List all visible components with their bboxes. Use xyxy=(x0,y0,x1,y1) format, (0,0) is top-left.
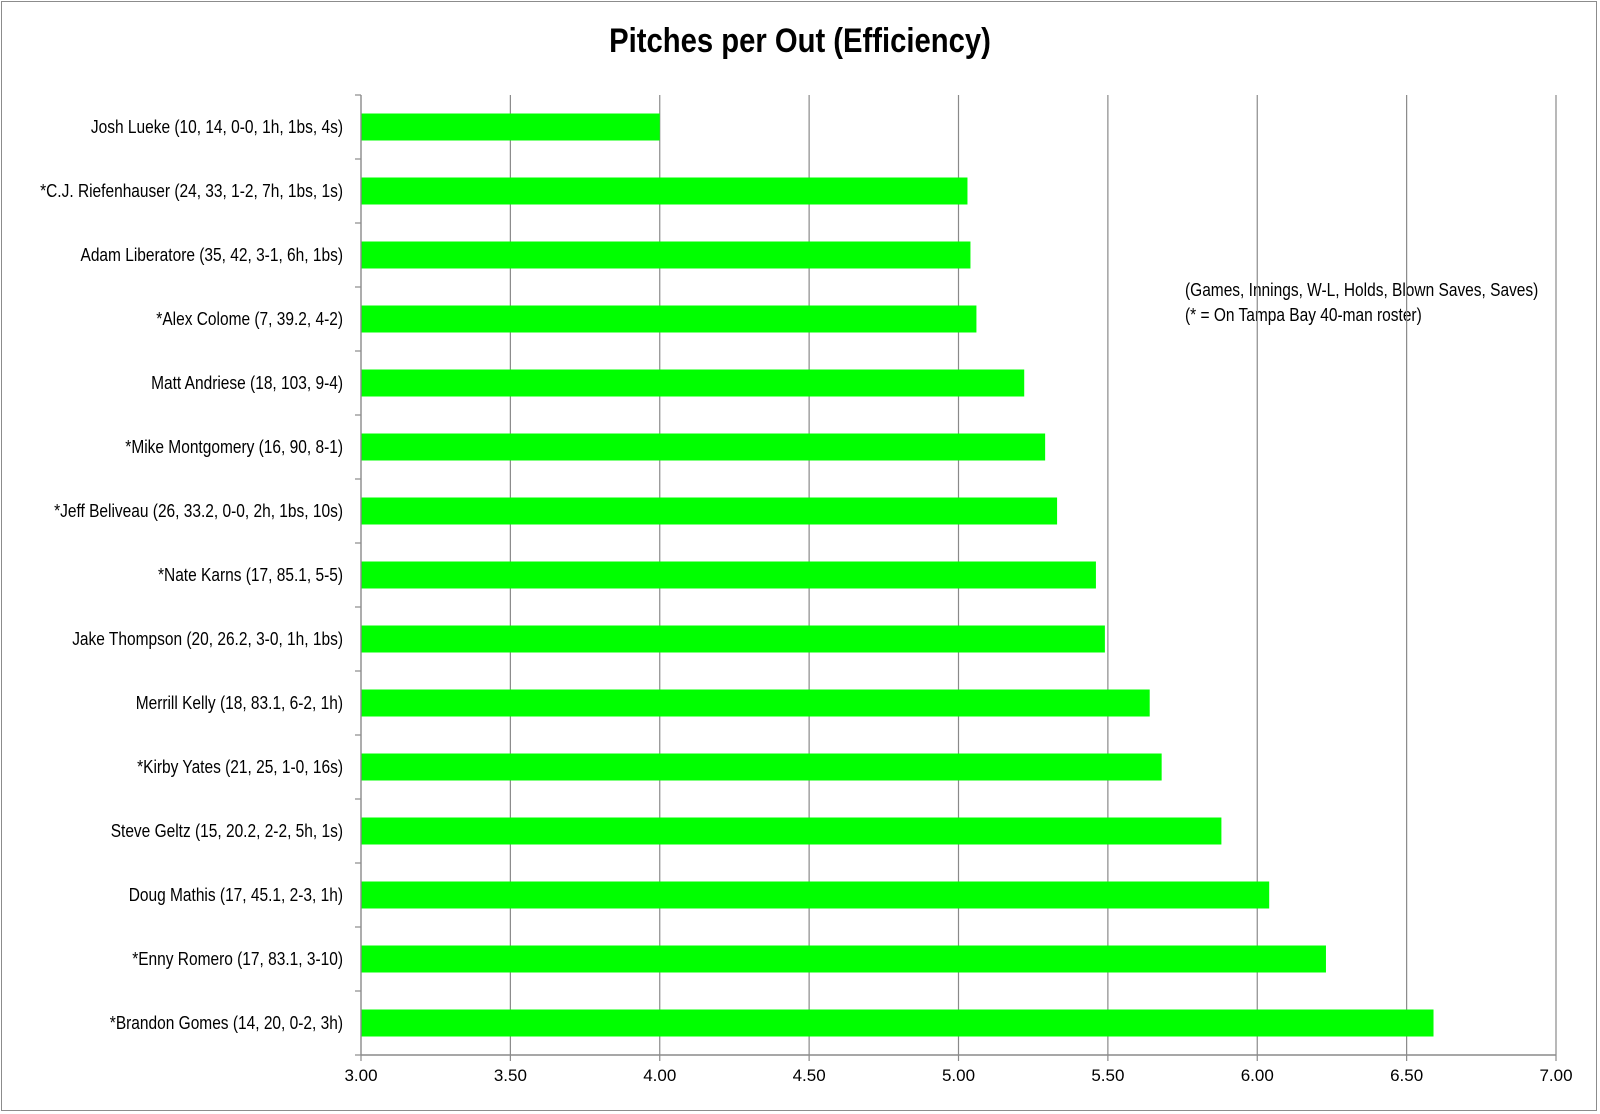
bar xyxy=(361,497,1058,525)
bar xyxy=(361,305,977,333)
y-category-label: Steve Geltz (15, 20.2, 2-2, 5h, 1s) xyxy=(111,821,343,841)
bar xyxy=(361,433,1046,461)
chart-annotation: (Games, Innings, W-L, Holds, Blown Saves… xyxy=(1185,278,1538,328)
y-category-label: *Mike Montgomery (16, 90, 8-1) xyxy=(125,437,343,457)
x-tick-label: 6.50 xyxy=(1390,1066,1423,1085)
bar xyxy=(361,753,1162,781)
bar xyxy=(361,561,1096,589)
y-category-label: *Jeff Beliveau (26, 33.2, 0-0, 2h, 1bs, … xyxy=(54,501,343,521)
y-category-label: Jake Thompson (20, 26.2, 3-0, 1h, 1bs) xyxy=(72,629,343,649)
bar xyxy=(361,177,968,205)
y-category-label: Josh Lueke (10, 14, 0-0, 1h, 1bs, 4s) xyxy=(91,117,343,137)
y-category-label: *C.J. Riefenhauser (24, 33, 1-2, 7h, 1bs… xyxy=(40,181,343,201)
x-tick-label: 4.00 xyxy=(643,1066,676,1085)
axes xyxy=(355,94,1557,1061)
bar xyxy=(361,689,1150,717)
y-category-label: *Brandon Gomes (14, 20, 0-2, 3h) xyxy=(110,1013,343,1033)
y-category-label: Matt Andriese (18, 103, 9-4) xyxy=(151,373,343,393)
y-category-label: *Enny Romero (17, 83.1, 3-10) xyxy=(132,949,343,969)
annotation-legend-key: (Games, Innings, W-L, Holds, Blown Saves… xyxy=(1185,280,1539,300)
annotation-roster-note: (* = On Tampa Bay 40-man roster) xyxy=(1185,305,1422,325)
bars xyxy=(361,113,1434,1037)
x-tick-label: 5.50 xyxy=(1091,1066,1124,1085)
bar xyxy=(361,625,1105,653)
y-category-label: *Nate Karns (17, 85.1, 5-5) xyxy=(158,565,343,585)
x-tick-label: 6.00 xyxy=(1241,1066,1274,1085)
y-category-label: Doug Mathis (17, 45.1, 2-3, 1h) xyxy=(129,885,343,905)
chart-title: Pitches per Out (Efficiency) xyxy=(609,22,991,60)
x-tick-label: 7.00 xyxy=(1539,1066,1572,1085)
bar xyxy=(361,113,660,141)
x-tick-label: 3.50 xyxy=(494,1066,527,1085)
bar xyxy=(361,241,971,269)
bar xyxy=(361,369,1025,397)
x-tick-label: 4.50 xyxy=(793,1066,826,1085)
bar xyxy=(361,945,1326,973)
x-tick-label: 3.00 xyxy=(344,1066,377,1085)
y-category-label: *Alex Colome (7, 39.2, 4-2) xyxy=(156,309,343,329)
y-axis-labels: Josh Lueke (10, 14, 0-0, 1h, 1bs, 4s) *C.… xyxy=(40,117,343,1033)
bar xyxy=(361,817,1222,845)
bar xyxy=(361,1009,1434,1037)
y-category-label: *Kirby Yates (21, 25, 1-0, 16s) xyxy=(137,757,343,777)
y-category-label: Merrill Kelly (18, 83.1, 6-2, 1h) xyxy=(136,693,343,713)
bar xyxy=(361,881,1270,909)
x-tick-label: 5.00 xyxy=(942,1066,975,1085)
y-category-label: Adam Liberatore (35, 42, 3-1, 6h, 1bs) xyxy=(81,245,344,265)
x-axis-labels: 3.00 3.50 4.00 4.50 5.00 5.50 6.00 6.50 7.00 xyxy=(344,1066,1572,1085)
